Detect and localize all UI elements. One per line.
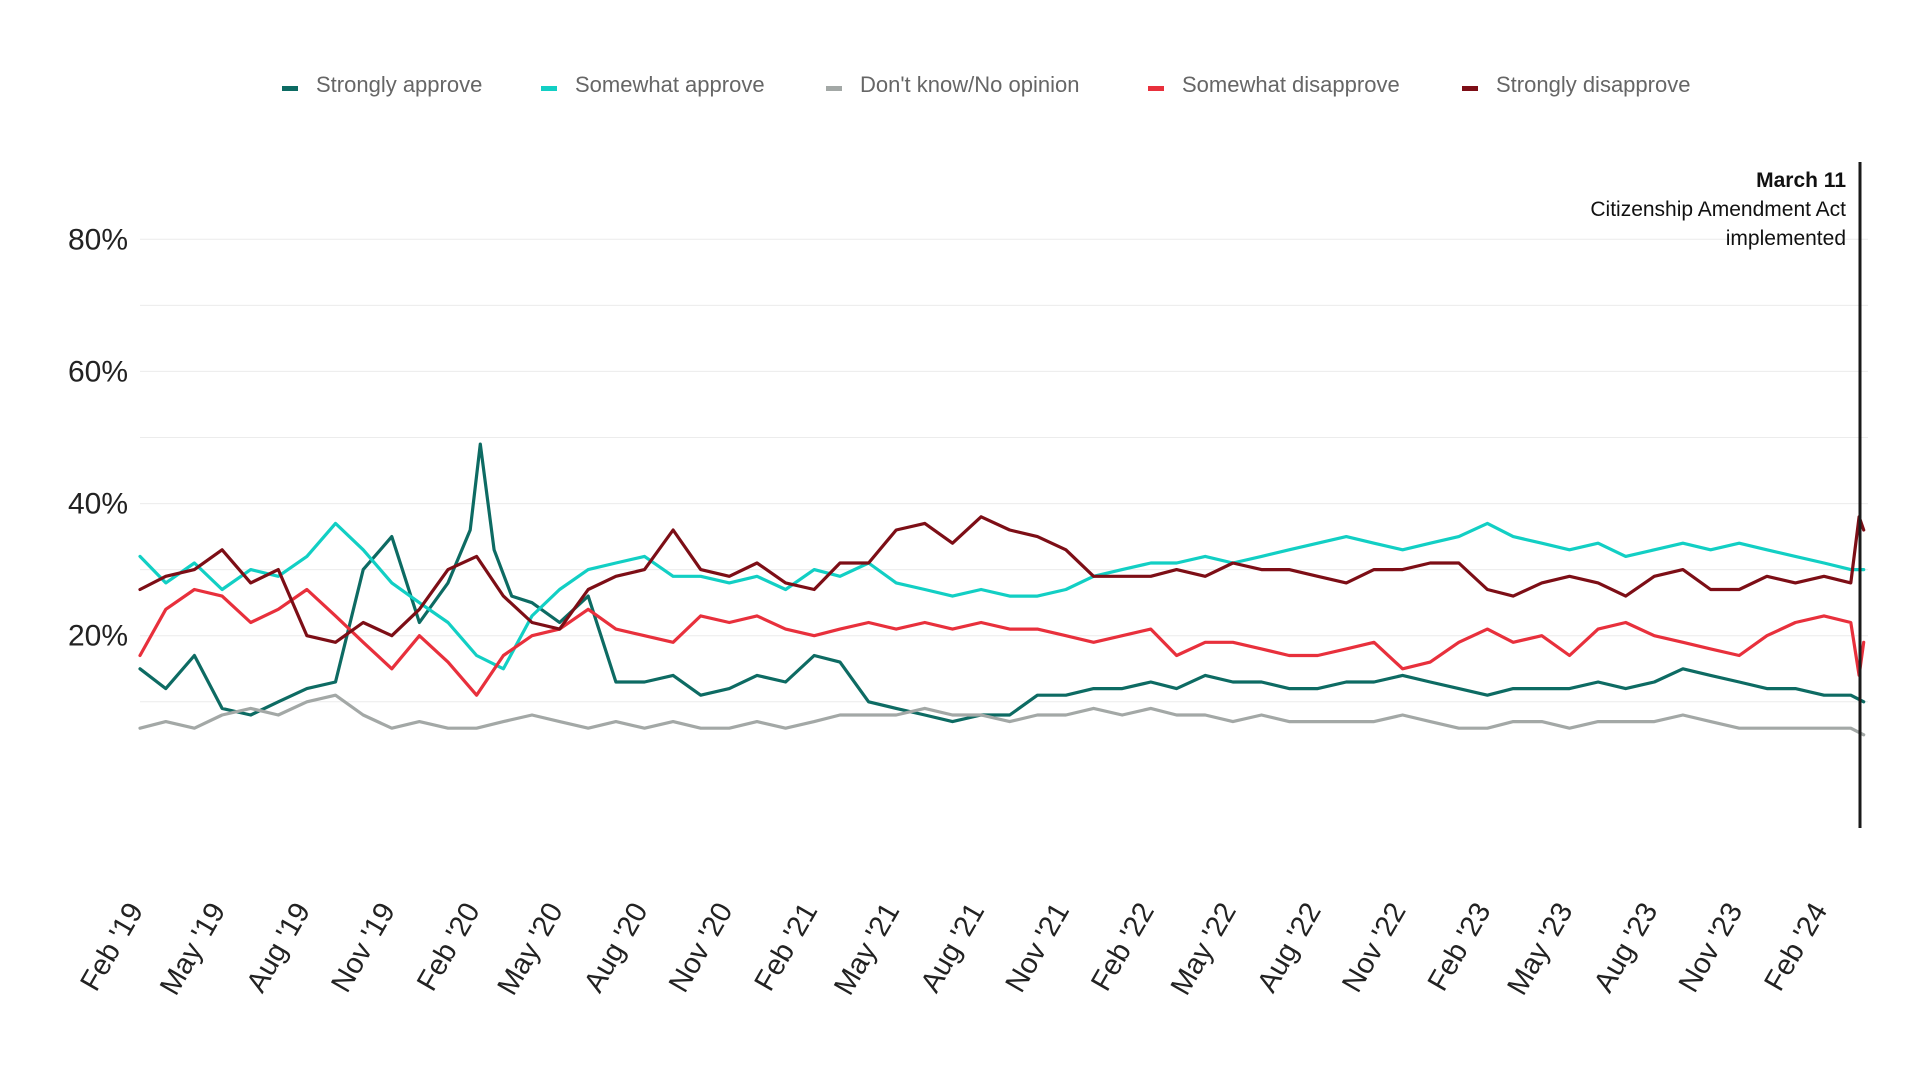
x-tick-label: May '19 bbox=[154, 898, 232, 1001]
legend-item: Don't know/No opinion bbox=[826, 72, 1079, 97]
x-tick-label: May '21 bbox=[828, 898, 906, 1001]
legend-swatch bbox=[826, 86, 842, 91]
legend-label: Somewhat disapprove bbox=[1182, 72, 1400, 97]
x-tick-label: May '22 bbox=[1165, 898, 1243, 1001]
x-tick-label: Feb '20 bbox=[411, 898, 487, 997]
x-tick-label: Aug '21 bbox=[915, 897, 991, 997]
legend-swatch bbox=[541, 86, 557, 91]
x-tick-label: Aug '19 bbox=[241, 898, 317, 998]
series-line bbox=[138, 587, 1866, 697]
legend-item: Strongly approve bbox=[282, 72, 482, 97]
legend-swatch bbox=[282, 86, 298, 91]
x-tick-label: Feb '24 bbox=[1758, 898, 1834, 997]
legend-label: Somewhat approve bbox=[575, 72, 765, 97]
x-tick-label: Nov '22 bbox=[1336, 898, 1412, 998]
legend-swatch bbox=[1462, 86, 1478, 91]
gridlines bbox=[140, 238, 1868, 703]
legend: Strongly approve Somewhat approve Don't kn… bbox=[282, 72, 1690, 97]
x-tick-label: Aug '23 bbox=[1588, 898, 1664, 998]
legend-item: Strongly disapprove bbox=[1462, 72, 1690, 97]
series-line bbox=[138, 515, 1866, 644]
annotation-title: March 11 bbox=[1756, 169, 1846, 192]
y-tick-label: 20% bbox=[68, 620, 128, 653]
x-tick-label: Nov '20 bbox=[663, 898, 739, 998]
x-tick-label: May '23 bbox=[1502, 898, 1580, 1001]
y-axis: 20% 40% 60% 80% bbox=[68, 223, 128, 652]
annotation-text: Citizenship Amendment Act bbox=[1590, 198, 1846, 221]
annotation: March 11 Citizenship Amendment Act impleme… bbox=[1590, 162, 1862, 828]
x-tick-label: Aug '20 bbox=[578, 898, 654, 998]
x-tick-label: Nov '21 bbox=[1000, 898, 1076, 998]
legend-label: Strongly approve bbox=[316, 72, 482, 97]
x-tick-label: Nov '19 bbox=[325, 898, 401, 998]
series-line bbox=[138, 442, 1866, 724]
series-line bbox=[138, 693, 1866, 737]
x-tick-label: May '20 bbox=[492, 898, 570, 1001]
legend-swatch bbox=[1148, 86, 1164, 91]
x-tick-label: Nov '23 bbox=[1673, 898, 1749, 998]
y-tick-label: 40% bbox=[68, 488, 128, 521]
series-lines bbox=[138, 442, 1866, 737]
x-tick-label: Aug '22 bbox=[1251, 898, 1327, 998]
y-tick-label: 80% bbox=[68, 223, 128, 256]
x-axis: Feb '19 May '19 Aug '19 Nov '19 Feb '20 May '… bbox=[74, 897, 1834, 1000]
y-tick-label: 60% bbox=[68, 355, 128, 388]
legend-label: Strongly disapprove bbox=[1496, 72, 1690, 97]
x-tick-label: Feb '21 bbox=[749, 898, 825, 997]
legend-item: Somewhat disapprove bbox=[1148, 72, 1400, 97]
legend-label: Don't know/No opinion bbox=[860, 72, 1079, 97]
series-line bbox=[138, 521, 1866, 671]
annotation-text: implemented bbox=[1726, 227, 1846, 250]
x-tick-label: Feb '22 bbox=[1085, 898, 1161, 997]
x-tick-label: Feb '19 bbox=[74, 898, 150, 997]
legend-item: Somewhat approve bbox=[541, 72, 765, 97]
x-tick-label: Feb '23 bbox=[1422, 898, 1498, 997]
